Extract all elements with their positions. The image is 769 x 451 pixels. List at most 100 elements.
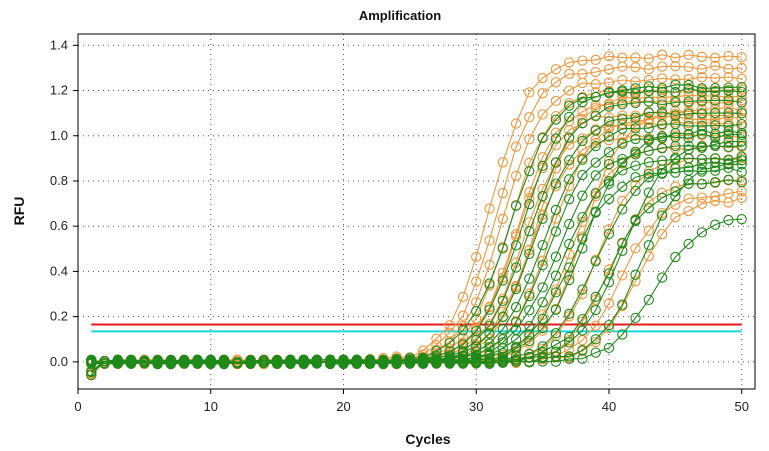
series-line [91,133,742,365]
data-point [510,302,522,313]
data-point [484,278,495,289]
data-point [723,125,734,137]
data-point [510,118,522,129]
data-point [670,74,681,85]
threshold-lines [91,323,742,333]
data-point [192,354,203,366]
data-point [736,214,747,225]
x-tick-label: 40 [602,399,616,414]
data-point [524,157,535,169]
data-point [484,328,495,339]
data-point [564,174,575,185]
data-point [537,356,548,367]
data-point [537,72,548,84]
data-point [670,152,681,163]
data-point [325,354,336,366]
data-point [577,55,588,66]
data-point [723,214,734,226]
data-point [550,304,562,315]
data-point [643,53,654,64]
data-point [630,243,641,254]
data-point [537,260,548,271]
data-point [736,81,747,93]
data-point [537,282,548,293]
amplification-series [86,157,747,370]
data-point [670,212,681,223]
data-point [710,176,721,188]
data-point [497,275,508,286]
data-point [510,228,522,240]
data-point [643,187,654,198]
data-point [656,207,668,219]
data-point [298,357,309,368]
data-point [603,131,615,142]
data-point [643,225,654,236]
data-point [537,88,548,99]
x-tick-label: 50 [734,399,748,414]
data-point [603,342,615,354]
data-point [736,159,747,170]
y-tick-label: 0.4 [50,263,68,278]
data-point [564,343,575,355]
data-point [736,113,747,124]
data-point [205,355,216,367]
data-point [736,136,747,147]
data-point [497,272,508,283]
data-point [165,357,177,368]
data-point [603,123,615,134]
data-point [577,117,588,129]
data-point [710,72,721,84]
data-point [630,120,641,131]
data-point [378,358,389,370]
data-point [577,133,588,144]
data-point [630,62,641,73]
data-point [550,110,562,122]
data-point [139,358,150,369]
data-point [537,325,548,336]
data-point [670,199,681,210]
data-point [710,97,721,109]
data-point [723,120,734,132]
data-point [590,334,601,345]
data-point [670,61,681,72]
data-point [643,157,654,168]
data-point [683,205,694,217]
data-point [723,141,734,153]
series-line [91,159,742,365]
data-point [603,147,615,158]
data-point [524,288,535,299]
data-point [564,331,575,343]
data-point [590,66,601,78]
data-point [683,79,694,91]
data-point [696,114,708,125]
data-point [590,170,601,181]
axis-ticks: 0 10 20 30 40 50 0.0 0.2 0.4 0.6 0.8 1.0 1.2 1.4 [50,37,749,414]
data-point [630,185,641,197]
data-point [723,174,734,185]
data-point [550,356,562,367]
data-point [564,337,575,348]
data-point [564,218,575,230]
data-point [643,145,654,156]
data-point [643,96,654,107]
data-point [710,139,721,150]
y-tick-label: 1.4 [50,37,68,52]
data-point [683,140,694,152]
data-point [710,219,721,230]
data-point [696,72,708,83]
data-point [630,83,641,94]
data-point [723,197,734,208]
data-point [630,276,641,287]
data-point [564,124,575,136]
data-point [510,141,522,152]
data-point [683,238,694,250]
data-point [86,358,97,369]
data-point [564,68,575,80]
series-line [91,88,742,365]
data-point [431,333,442,344]
data-point [710,95,721,106]
data-point [564,132,575,143]
data-point [550,330,562,342]
x-tick-label: 30 [469,399,483,414]
data-point [630,149,641,160]
